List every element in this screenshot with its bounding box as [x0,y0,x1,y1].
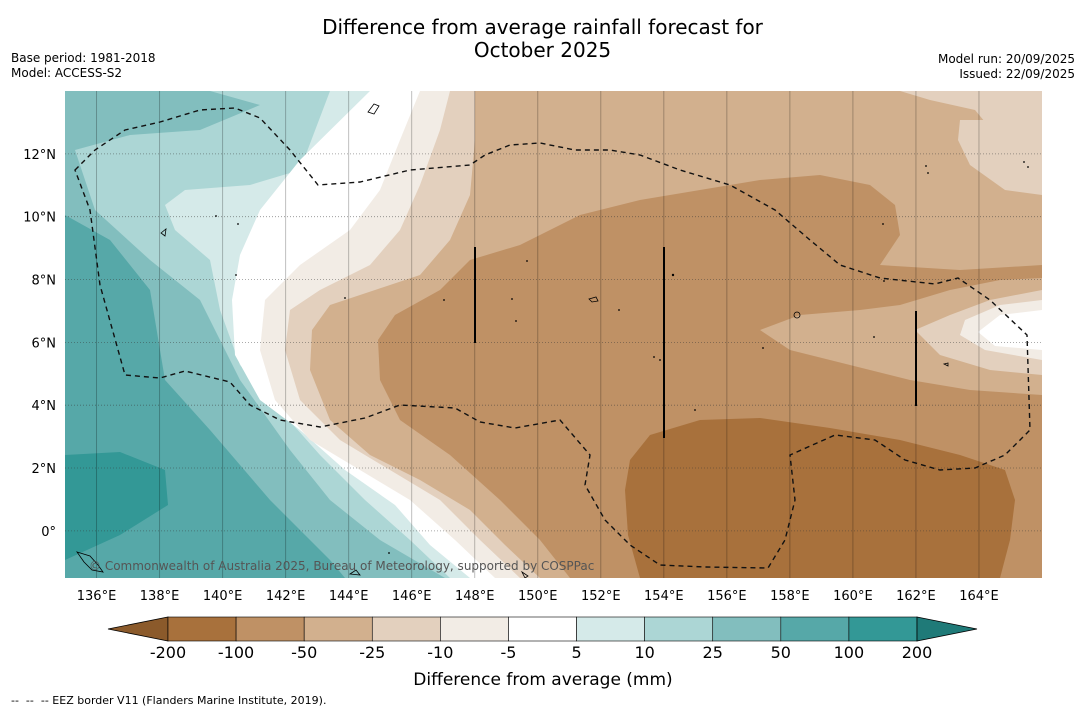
footnote: -- -- -- EEZ border V11 (Flanders Marine… [11,694,327,707]
colorbar-label: -100 [218,643,254,662]
colorbar-segment [235,616,305,642]
latitude-label: 8°N [32,274,57,289]
colorbar-segment [508,616,577,642]
colorbar-label: -50 [291,643,317,662]
model-text: Model: ACCESS-S2 [11,66,123,80]
latitude-tick-labels: 12°N 10°N 8°N 6°N 4°N 2°N 0° [23,148,56,540]
colorbar-tick-labels: -200 -100 -50 -25 -10 -5 5 10 25 50 100 200 [150,643,932,662]
field-teal-darkest-west [65,452,168,560]
copyright-text: © Commonwealth of Australia 2025, Bureau… [89,559,594,573]
base-period-text: Base period: 1981-2018 [11,51,156,65]
meridian-grid [96,91,980,578]
colorbar-label: -200 [150,643,186,662]
colorbar-segment [167,616,237,642]
colorbar-label: 25 [703,643,723,662]
issued-text: Issued: 22/09/2025 [959,67,1075,81]
colorbar-arrow-left [107,616,169,642]
longitude-label: 150°E [518,589,558,604]
longitude-label: 154°E [644,589,684,604]
colorbar-label: 100 [834,643,865,662]
field-brown-darkest [625,418,1015,578]
colorbar-title: Difference from average (mm) [413,670,672,690]
field-east-tongue-core [978,310,1042,350]
longitude-label: 142°E [266,589,306,604]
colorbar-label: 10 [634,643,654,662]
longitude-tick-labels: 136°E 138°E 140°E 142°E 144°E 146°E 148°E 150°E… [77,589,999,604]
colorbar-arrow-right [916,616,978,642]
field-ne-light2 [958,120,1042,195]
parallel-grid [65,153,1042,532]
longitude-label: 160°E [833,589,873,604]
latitude-label: 12°N [23,148,56,163]
longitude-label: 148°E [455,589,495,604]
longitude-label: 162°E [896,589,936,604]
latitude-label: 2°N [32,462,57,477]
model-run-text: Model run: 20/09/2025 [937,52,1075,66]
colorbar-segment [303,616,373,642]
longitude-label: 164°E [959,589,999,604]
eez-border [74,107,1031,569]
colorbar-label: -5 [500,643,516,662]
longitude-label: 138°E [140,589,180,604]
longitude-label: 136°E [77,589,117,604]
latitude-label: 10°N [23,211,56,226]
latitude-label: 4°N [32,399,57,414]
latitude-label: 6°N [32,336,57,351]
longitude-label: 152°E [581,589,621,604]
islands [76,103,949,578]
colorbar-label: -25 [359,643,385,662]
colorbar-segment [371,616,441,642]
longitude-label: 146°E [392,589,432,604]
meta-left: Base period: 1981-2018 Model: ACCESS-S2 [11,51,156,81]
colorbar [107,616,978,642]
colorbar-segment [576,616,645,642]
colorbar-label: 50 [771,643,791,662]
colorbar-segment [848,616,918,642]
colorbar-label: -10 [427,643,453,662]
map-plot-area: © Commonwealth of Australia 2025, Bureau… [65,91,1042,578]
longitude-label: 140°E [203,589,243,604]
chart-title-line2: October 2025 [473,38,612,62]
colorbar-segment [712,616,782,642]
colorbar-segment [644,616,714,642]
meta-right: Model run: 20/09/2025 Issued: 22/09/2025 [938,52,1075,82]
longitude-label: 144°E [329,589,369,604]
colorbar-segment [440,616,509,642]
longitude-label: 156°E [707,589,747,604]
island-dots [215,161,1029,554]
latitude-label: 0° [41,525,56,540]
longitude-label: 158°E [770,589,810,604]
chart-title-line1: Difference from average rainfall forecas… [322,15,763,39]
colorbar-segment [780,616,850,642]
colorbar-label: 5 [571,643,581,662]
colorbar-label: 200 [902,643,933,662]
